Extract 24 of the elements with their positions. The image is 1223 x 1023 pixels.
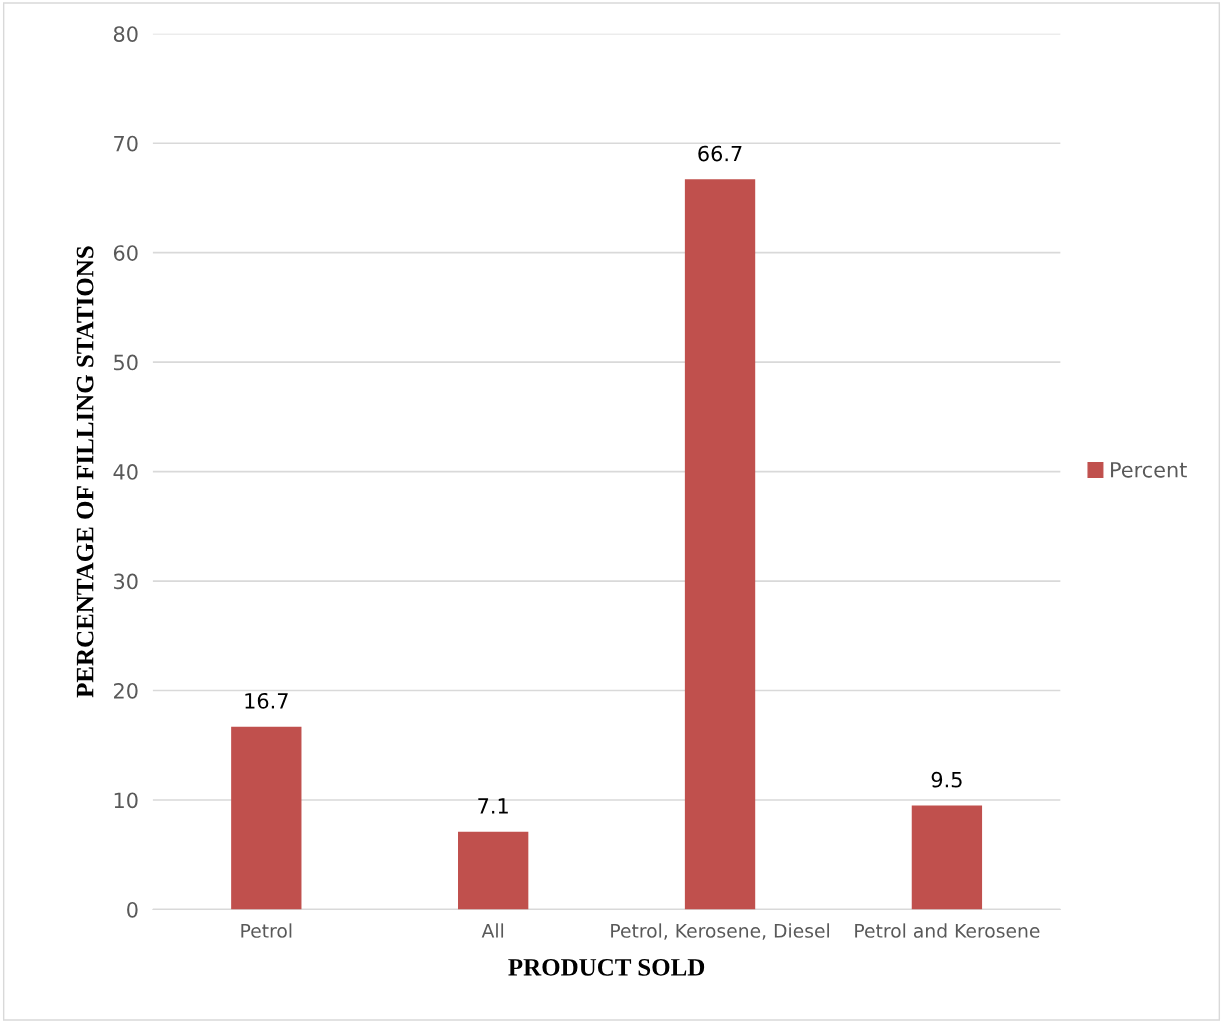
- y-tick-label: 60: [113, 245, 138, 261]
- bar: [231, 726, 302, 910]
- data-label: 66.7: [698, 145, 742, 162]
- y-tick-label: 30: [114, 573, 138, 590]
- y-tick-label: 70: [114, 135, 138, 152]
- bar: [911, 805, 983, 910]
- y-tick-label: 10: [114, 792, 138, 809]
- x-tick-label: All: [481, 923, 504, 938]
- data-label: 7.1: [478, 798, 508, 814]
- x-tick-label: Petrol: [241, 923, 292, 938]
- y-tick-label: 80: [113, 26, 138, 42]
- y-tick-label: 0: [127, 901, 138, 918]
- y-axis-title: PERCENTAGE OF FILLING STATIONS: [76, 246, 94, 698]
- legend-label: Percent: [1111, 462, 1187, 478]
- bar: [684, 179, 756, 910]
- x-tick-label: Petrol, Kerosene, Diesel: [611, 923, 829, 940]
- data-label: 9.5: [931, 771, 962, 788]
- x-axis-title: PRODUCT SOLD: [508, 958, 705, 976]
- y-tick-label: 40: [113, 464, 138, 480]
- x-tick-label: Petrol and Kerosene: [855, 923, 1040, 938]
- bar: [458, 831, 529, 910]
- y-tick-label: 20: [114, 682, 138, 699]
- y-tick-label: 50: [114, 354, 138, 371]
- data-label: 16.7: [245, 692, 288, 709]
